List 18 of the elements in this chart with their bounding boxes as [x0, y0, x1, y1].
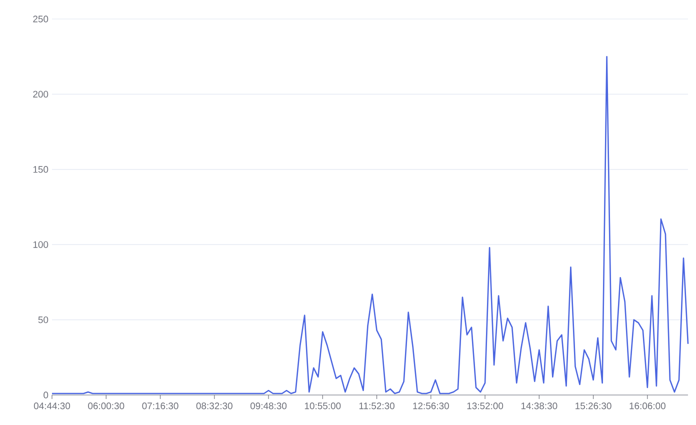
- x-tick-label: 07:16:30: [142, 402, 178, 410]
- y-tick-label: 200: [33, 90, 48, 98]
- x-tick-label: 15:26:30: [576, 402, 612, 410]
- y-tick-label: 100: [33, 241, 48, 248]
- x-tick-label: 14:38:30: [521, 402, 558, 410]
- y-tick-label: 50: [38, 316, 48, 324]
- x-tick-label: 09:48:30: [250, 402, 287, 410]
- x-tick-label: 06:00:30: [88, 402, 124, 410]
- x-tick-label: 16:06:00: [630, 402, 666, 410]
- x-tick-label: 12:56:30: [413, 402, 449, 410]
- x-tick-label: 08:32:30: [196, 402, 232, 410]
- x-tick-label: 10:55:00: [304, 402, 341, 410]
- y-tick-label: 0: [44, 392, 48, 398]
- y-tick-label: 150: [33, 166, 48, 173]
- x-tick-label: 11:52:30: [359, 402, 394, 410]
- x-tick-label: 13:52:00: [467, 402, 504, 410]
- x-tick-label: 04:44:30: [34, 402, 70, 410]
- y-tick-label: 250: [33, 16, 48, 22]
